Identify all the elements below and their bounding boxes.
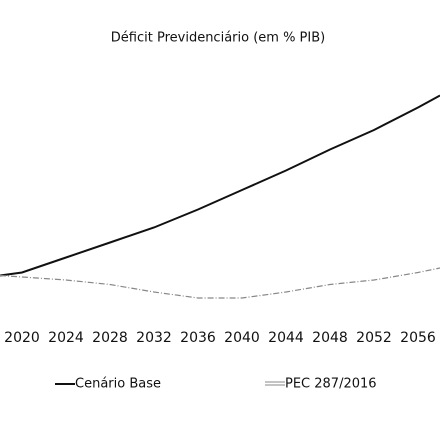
x-tick-label: 2032 bbox=[136, 330, 172, 346]
x-tick-label: 2056 bbox=[400, 330, 436, 346]
x-tick-label: 2028 bbox=[92, 330, 128, 346]
series-line bbox=[0, 267, 440, 299]
chart-title: Déficit Previdenciário (em % PIB) bbox=[111, 31, 325, 46]
x-tick-label: 2052 bbox=[356, 330, 392, 346]
series-line bbox=[0, 94, 440, 277]
x-tick-label: 2044 bbox=[268, 330, 304, 346]
x-tick-label: 2020 bbox=[4, 330, 40, 346]
x-tick-label: 2024 bbox=[48, 330, 84, 346]
x-tick-label: 2040 bbox=[224, 330, 260, 346]
x-tick-label: 2048 bbox=[312, 330, 348, 346]
legend-label: Cenário Base bbox=[75, 377, 161, 392]
legend-label: PEC 287/2016 bbox=[285, 377, 377, 392]
x-tick-label: 2036 bbox=[180, 330, 216, 346]
